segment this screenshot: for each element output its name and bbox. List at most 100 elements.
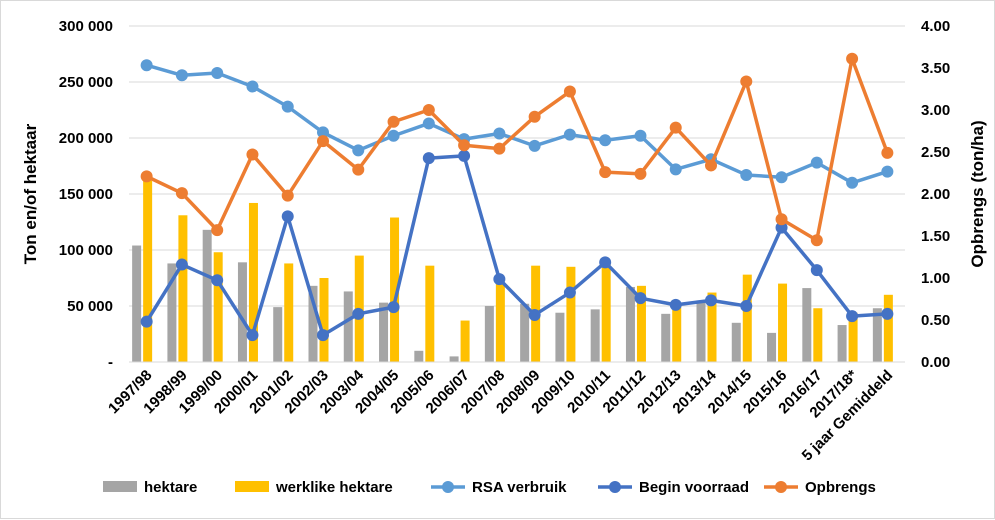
point-Begin-voorraad: [493, 273, 506, 286]
point-Begin-voorraad: [775, 221, 788, 234]
bar-hektare: [872, 308, 882, 362]
bar-hektare: [449, 356, 459, 362]
point-Begin-voorraad: [634, 292, 647, 305]
point-Opbrengs: [599, 166, 612, 179]
legend-label-Opbrengs: Opbrengs: [805, 479, 876, 496]
point-RSA-verbruik: [317, 126, 329, 139]
point-RSA-verbruik: [669, 163, 682, 176]
bar-werklike-hektare: [601, 264, 611, 362]
point-RSA-verbruik: [140, 59, 153, 72]
y-left-tick-label: 200 000: [59, 130, 113, 147]
y-right-tick-label: 0.50: [921, 312, 950, 329]
bar-werklike-hektare: [319, 278, 329, 362]
bar-werklike-hektare: [495, 283, 505, 362]
bar-hektare: [484, 306, 494, 362]
y-right-axis-title: Opbrengs (ton/ha): [968, 120, 987, 267]
bar-werklike-hektare: [566, 266, 576, 362]
bar-werklike-hektare: [848, 312, 858, 362]
point-Begin-voorraad: [563, 286, 576, 299]
y-left-tick-label: 300 000: [59, 18, 113, 35]
point-RSA-verbruik: [810, 156, 823, 169]
y-right-tick-label: 2.50: [921, 144, 950, 161]
point-Opbrengs: [246, 148, 259, 161]
bar-hektare: [202, 229, 212, 362]
point-RSA-verbruik: [528, 139, 541, 152]
point-RSA-verbruik: [246, 80, 259, 93]
bar-hektare: [379, 302, 389, 362]
y-left-tick-label: -: [108, 354, 113, 371]
bar-werklike-hektare: [178, 215, 188, 362]
point-Opbrengs: [493, 142, 506, 155]
point-Begin-voorraad: [669, 298, 682, 311]
point-Opbrengs: [458, 139, 471, 152]
legend-swatch-hektare: [103, 481, 137, 492]
bar-hektare: [802, 288, 812, 362]
y-right-tick-label: 1.00: [921, 270, 950, 287]
point-Opbrengs: [563, 85, 576, 98]
y-right-tick-label: 1.50: [921, 228, 950, 245]
point-Opbrengs: [881, 146, 894, 159]
point-Begin-voorraad: [140, 315, 153, 328]
bar-hektare: [555, 312, 565, 362]
point-RSA-verbruik: [387, 129, 400, 142]
point-RSA-verbruik: [563, 128, 576, 141]
point-Begin-voorraad: [881, 307, 894, 320]
point-Opbrengs: [740, 75, 753, 88]
point-Opbrengs: [846, 52, 859, 65]
bar-werklike-hektare: [742, 274, 752, 362]
legend-label-werklike-hektare: werklike hektare: [275, 479, 393, 496]
legend-label-RSA-verbruik: RSA verbruik: [472, 479, 567, 496]
bar-hektare: [132, 245, 142, 362]
point-Opbrengs: [634, 167, 647, 180]
bar-hektare: [837, 325, 847, 362]
point-Opbrengs: [211, 224, 224, 237]
point-Opbrengs: [528, 110, 541, 123]
legend-marker-Begin-voorraad: [609, 481, 621, 493]
bar-werklike-hektare: [284, 263, 294, 362]
point-RSA-verbruik: [281, 100, 294, 113]
point-Begin-voorraad: [281, 210, 294, 223]
bar-werklike-hektare: [813, 308, 823, 362]
bar-werklike-hektare: [143, 180, 153, 362]
bar-werklike-hektare: [636, 285, 646, 362]
bar-werklike-hektare: [883, 294, 893, 362]
point-Opbrengs: [317, 135, 329, 148]
y-left-tick-label: 50 000: [67, 298, 113, 315]
point-Opbrengs: [775, 213, 788, 226]
point-Begin-voorraad: [528, 308, 541, 321]
point-Opbrengs: [810, 234, 823, 247]
point-RSA-verbruik: [881, 165, 894, 178]
legend-swatch-werklike-hektare: [235, 481, 269, 492]
y-left-tick-label: 250 000: [59, 74, 113, 91]
point-Begin-voorraad: [211, 274, 224, 287]
y-left-tick-label: 100 000: [59, 242, 113, 259]
line-RSA-verbruik: [146, 63, 888, 185]
y-right-tick-label: 3.50: [921, 60, 950, 77]
point-RSA-verbruik: [599, 134, 612, 147]
point-RSA-verbruik: [211, 67, 224, 80]
bar-hektare: [767, 332, 777, 362]
y-right-tick-label: 0.00: [921, 354, 950, 371]
bar-hektare: [237, 262, 247, 362]
point-Begin-voorraad: [458, 149, 471, 162]
point-RSA-verbruik: [175, 69, 188, 82]
bar-werklike-hektare: [213, 252, 223, 362]
bar-werklike-hektare: [425, 265, 435, 362]
bar-werklike-hektare: [390, 217, 400, 362]
y-right-tick-label: 4.00: [921, 18, 950, 35]
bar-hektare: [661, 313, 671, 362]
bar-hektare: [167, 263, 177, 362]
bar-werklike-hektare: [778, 283, 788, 362]
point-Begin-voorraad: [740, 300, 753, 312]
bar-hektare: [731, 322, 741, 362]
point-Begin-voorraad: [422, 152, 435, 165]
line-Begin-voorraad: [145, 154, 888, 337]
point-Opbrengs: [281, 189, 294, 202]
bar-werklike-hektare: [460, 320, 470, 362]
bar-hektare: [343, 291, 353, 362]
bar-hektare: [414, 350, 424, 362]
y-right-tick-label: 3.00: [921, 102, 950, 119]
point-Opbrengs: [422, 104, 435, 116]
